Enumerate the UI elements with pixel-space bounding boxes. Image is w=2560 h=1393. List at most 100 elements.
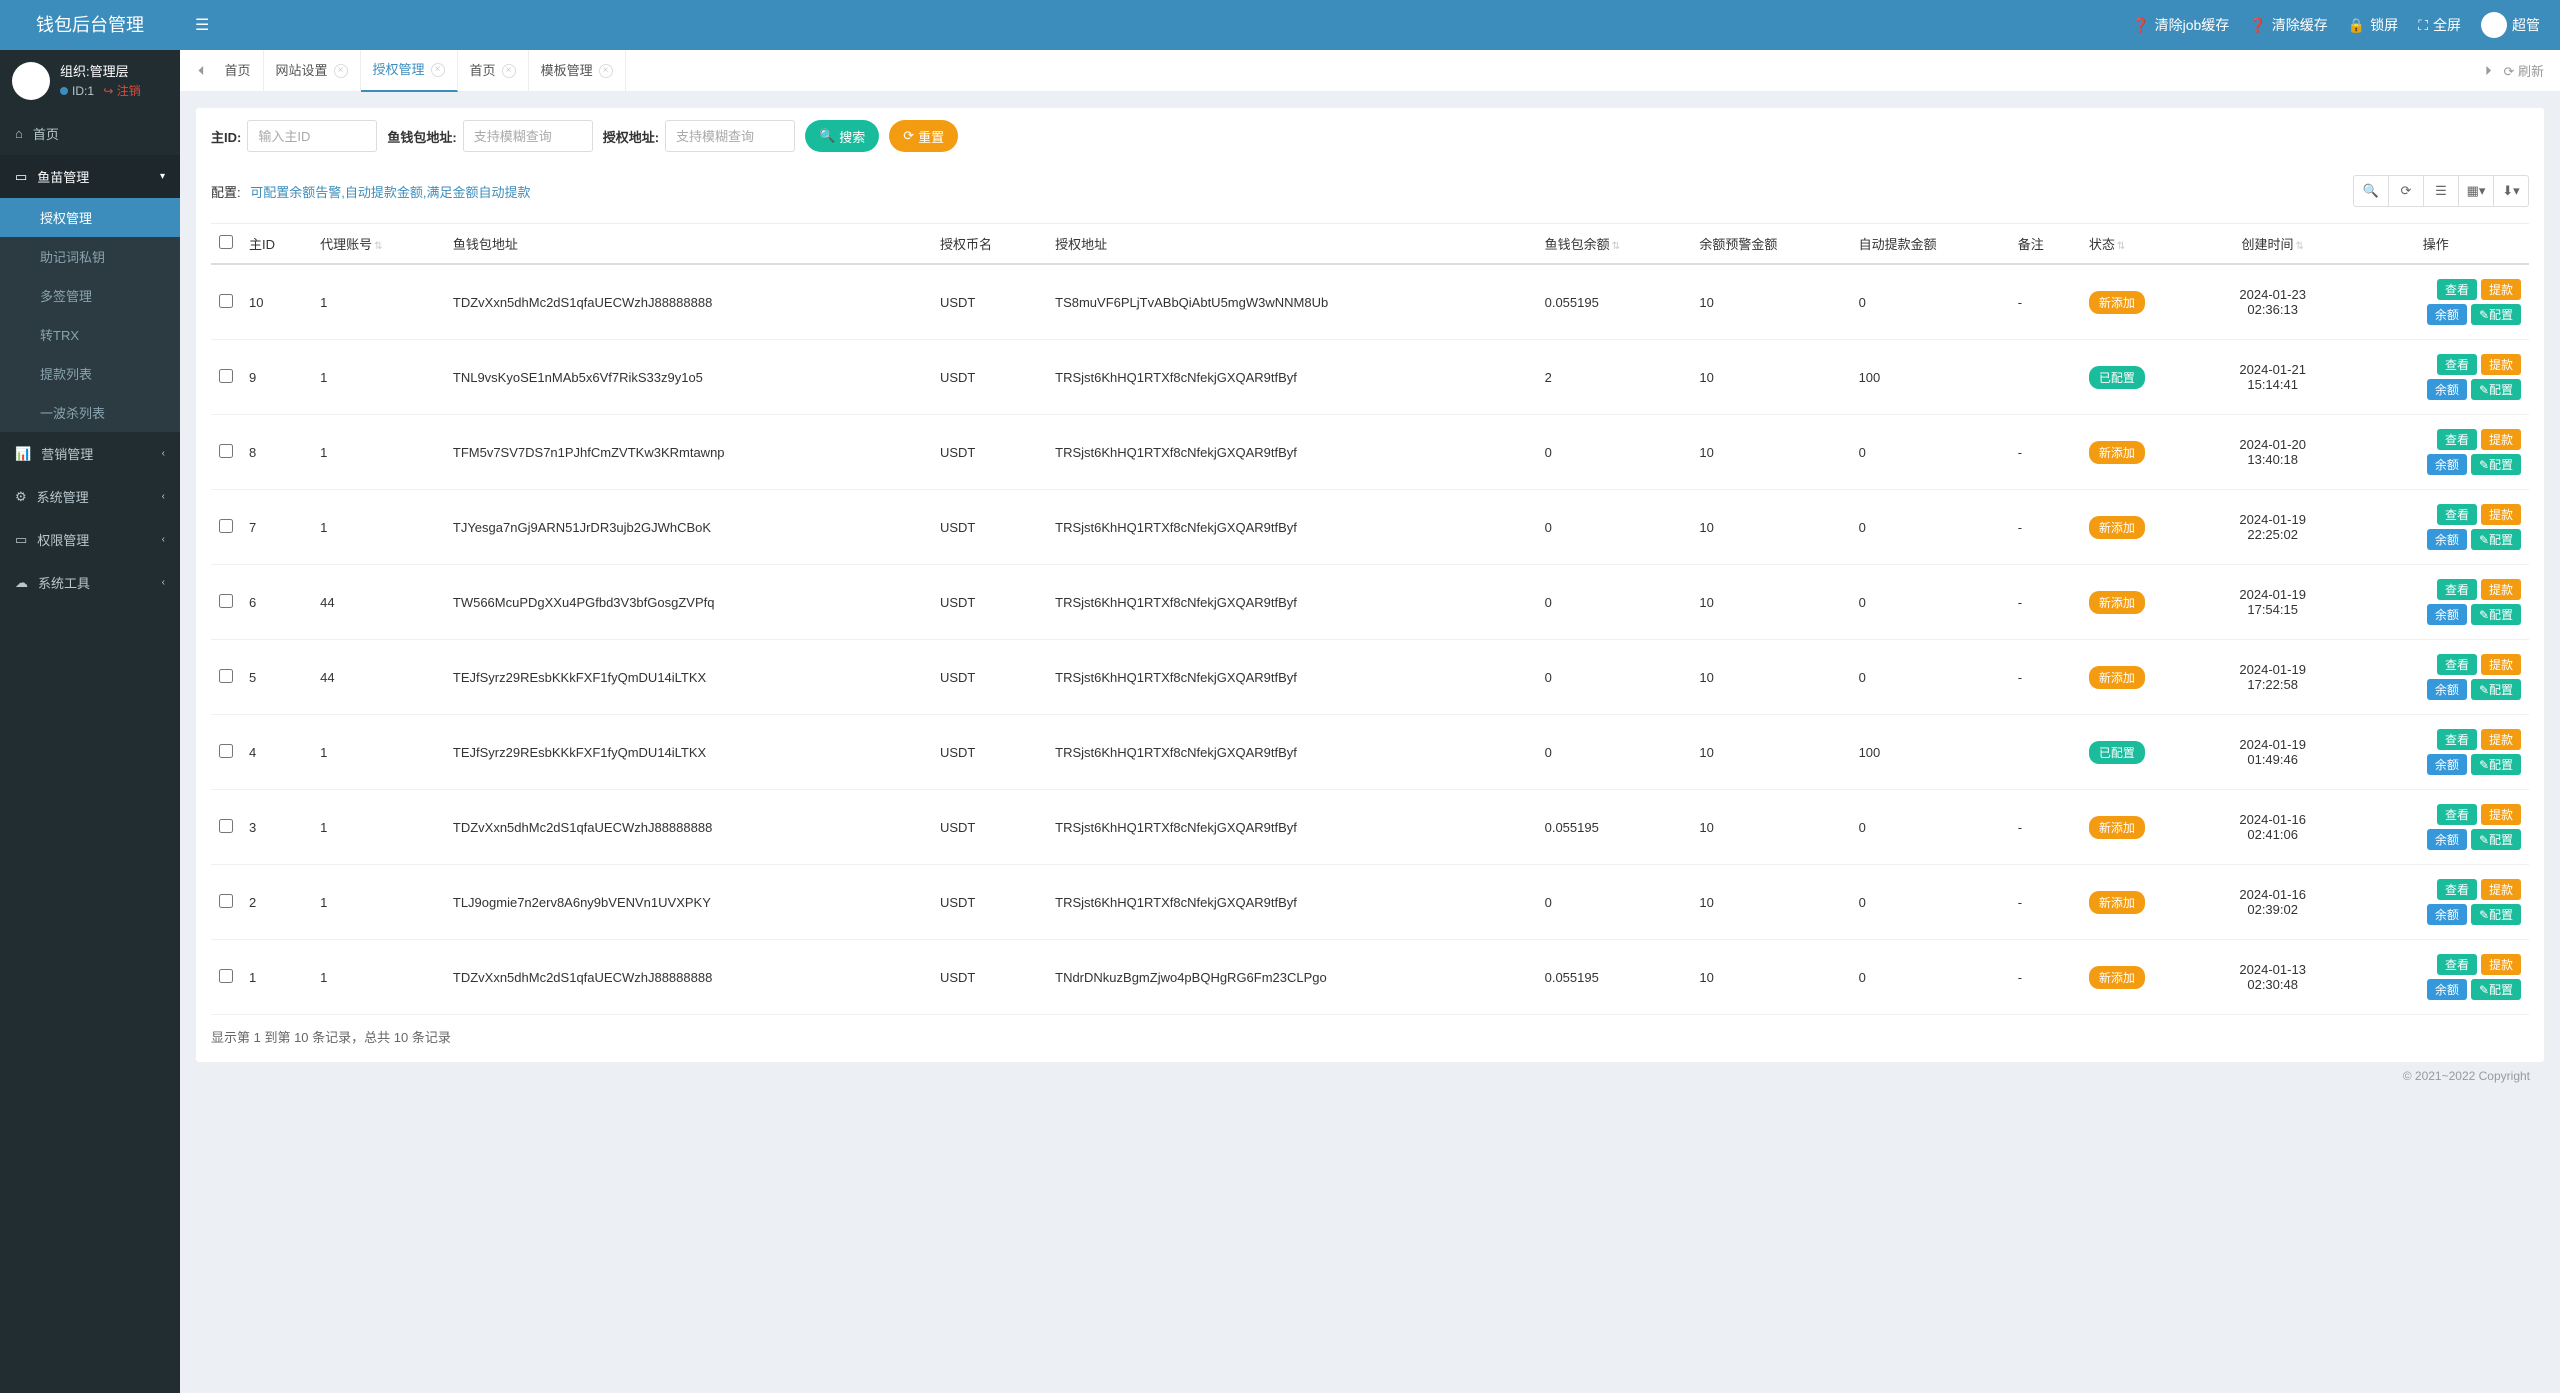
tab-auth-management[interactable]: 授权管理×	[361, 50, 458, 92]
auth-addr-input[interactable]	[665, 120, 795, 152]
tab-home[interactable]: 首页	[213, 50, 264, 92]
row-checkbox[interactable]	[219, 669, 233, 683]
close-icon[interactable]: ×	[502, 64, 516, 78]
fish-addr-input[interactable]	[463, 120, 593, 152]
view-button[interactable]: 查看	[2437, 579, 2477, 600]
row-checkbox[interactable]	[219, 744, 233, 758]
tab-template[interactable]: 模板管理×	[529, 50, 626, 92]
toolbar-search-icon[interactable]: 🔍	[2353, 175, 2389, 207]
sidebar-toggle-icon[interactable]: ☰	[180, 15, 224, 35]
row-checkbox[interactable]	[219, 969, 233, 983]
toolbar-columns-icon[interactable]: ▦▾	[2458, 175, 2494, 207]
config-button[interactable]: ✎配置	[2471, 379, 2521, 400]
config-button[interactable]: ✎配置	[2471, 904, 2521, 925]
balance-button[interactable]: 余额	[2427, 979, 2467, 1000]
col-auth-addr[interactable]: 授权地址	[1047, 224, 1536, 265]
config-button[interactable]: ✎配置	[2471, 979, 2521, 1000]
view-button[interactable]: 查看	[2437, 954, 2477, 975]
col-status[interactable]: 状态⇅	[2081, 224, 2203, 265]
nav-tools[interactable]: ☁系统工具‹	[0, 561, 180, 604]
logout-link[interactable]: ↪ 注销	[103, 84, 140, 98]
nav-system[interactable]: ⚙系统管理‹	[0, 475, 180, 518]
nav-fish-management[interactable]: ▭鱼苗管理▾	[0, 155, 180, 198]
lock-screen-link[interactable]: 🔒锁屏	[2348, 15, 2398, 35]
withdraw-button[interactable]: 提款	[2481, 579, 2521, 600]
config-button[interactable]: ✎配置	[2471, 304, 2521, 325]
col-agent[interactable]: 代理账号⇅	[312, 224, 445, 265]
row-checkbox[interactable]	[219, 519, 233, 533]
balance-button[interactable]: 余额	[2427, 379, 2467, 400]
row-checkbox[interactable]	[219, 819, 233, 833]
balance-button[interactable]: 余额	[2427, 604, 2467, 625]
config-button[interactable]: ✎配置	[2471, 529, 2521, 550]
view-button[interactable]: 查看	[2437, 354, 2477, 375]
view-button[interactable]: 查看	[2437, 654, 2477, 675]
withdraw-button[interactable]: 提款	[2481, 429, 2521, 450]
withdraw-button[interactable]: 提款	[2481, 879, 2521, 900]
nav-permission[interactable]: ▭权限管理‹	[0, 518, 180, 561]
row-checkbox[interactable]	[219, 444, 233, 458]
tab-home-2[interactable]: 首页×	[458, 50, 529, 92]
nav-sub-trx[interactable]: 转TRX	[0, 315, 180, 354]
withdraw-button[interactable]: 提款	[2481, 729, 2521, 750]
col-auth-coin[interactable]: 授权币名	[932, 224, 1047, 265]
config-button[interactable]: ✎配置	[2471, 679, 2521, 700]
col-fish-balance[interactable]: 鱼钱包余额⇅	[1537, 224, 1692, 265]
row-checkbox[interactable]	[219, 894, 233, 908]
select-all-checkbox[interactable]	[219, 235, 233, 249]
toolbar-export-icon[interactable]: ⬇▾	[2493, 175, 2529, 207]
view-button[interactable]: 查看	[2437, 279, 2477, 300]
balance-button[interactable]: 余额	[2427, 454, 2467, 475]
main-id-input[interactable]	[247, 120, 377, 152]
config-button[interactable]: ✎配置	[2471, 604, 2521, 625]
user-menu[interactable]: 超管	[2481, 12, 2540, 38]
tabs-next-icon[interactable]: ⏵	[2485, 63, 2492, 79]
refresh-button[interactable]: ⟳ 刷新	[2503, 61, 2544, 80]
search-button[interactable]: 🔍搜索	[805, 120, 879, 152]
col-auto-amount[interactable]: 自动提款金额	[1851, 224, 2010, 265]
brand-logo[interactable]: 钱包后台管理	[0, 0, 180, 50]
balance-button[interactable]: 余额	[2427, 754, 2467, 775]
nav-sub-auth[interactable]: 授权管理	[0, 198, 180, 237]
close-icon[interactable]: ×	[334, 64, 348, 78]
withdraw-button[interactable]: 提款	[2481, 504, 2521, 525]
row-checkbox[interactable]	[219, 294, 233, 308]
tab-site-settings[interactable]: 网站设置×	[264, 50, 361, 92]
withdraw-button[interactable]: 提款	[2481, 654, 2521, 675]
nav-sub-multisig[interactable]: 多签管理	[0, 276, 180, 315]
view-button[interactable]: 查看	[2437, 804, 2477, 825]
reset-button[interactable]: ⟳重置	[889, 120, 958, 152]
balance-button[interactable]: 余额	[2427, 304, 2467, 325]
withdraw-button[interactable]: 提款	[2481, 354, 2521, 375]
clear-job-cache-link[interactable]: ❓清除job缓存	[2132, 15, 2229, 35]
withdraw-button[interactable]: 提款	[2481, 279, 2521, 300]
nav-sub-withdraw[interactable]: 提款列表	[0, 354, 180, 393]
col-remark[interactable]: 备注	[2010, 224, 2081, 265]
toolbar-toggle-icon[interactable]: ☰	[2423, 175, 2459, 207]
nav-marketing[interactable]: 📊营销管理‹	[0, 432, 180, 475]
fullscreen-link[interactable]: ⛶全屏	[2418, 15, 2461, 35]
close-icon[interactable]: ×	[431, 63, 445, 77]
col-fish-addr[interactable]: 鱼钱包地址	[445, 224, 932, 265]
withdraw-button[interactable]: 提款	[2481, 954, 2521, 975]
toolbar-refresh-icon[interactable]: ⟳	[2388, 175, 2424, 207]
close-icon[interactable]: ×	[599, 64, 613, 78]
config-button[interactable]: ✎配置	[2471, 454, 2521, 475]
withdraw-button[interactable]: 提款	[2481, 804, 2521, 825]
view-button[interactable]: 查看	[2437, 879, 2477, 900]
view-button[interactable]: 查看	[2437, 429, 2477, 450]
nav-sub-wave[interactable]: 一波杀列表	[0, 393, 180, 432]
col-created[interactable]: 创建时间⇅	[2203, 224, 2343, 265]
col-main-id[interactable]: 主ID	[241, 224, 312, 265]
col-warn-amount[interactable]: 余额预警金额	[1691, 224, 1850, 265]
tabs-prev-icon[interactable]: ⏴	[190, 63, 213, 79]
balance-button[interactable]: 余额	[2427, 829, 2467, 850]
nav-sub-mnemonic[interactable]: 助记词私钥	[0, 237, 180, 276]
balance-button[interactable]: 余额	[2427, 679, 2467, 700]
config-button[interactable]: ✎配置	[2471, 829, 2521, 850]
row-checkbox[interactable]	[219, 594, 233, 608]
view-button[interactable]: 查看	[2437, 729, 2477, 750]
config-button[interactable]: ✎配置	[2471, 754, 2521, 775]
balance-button[interactable]: 余额	[2427, 904, 2467, 925]
balance-button[interactable]: 余额	[2427, 529, 2467, 550]
